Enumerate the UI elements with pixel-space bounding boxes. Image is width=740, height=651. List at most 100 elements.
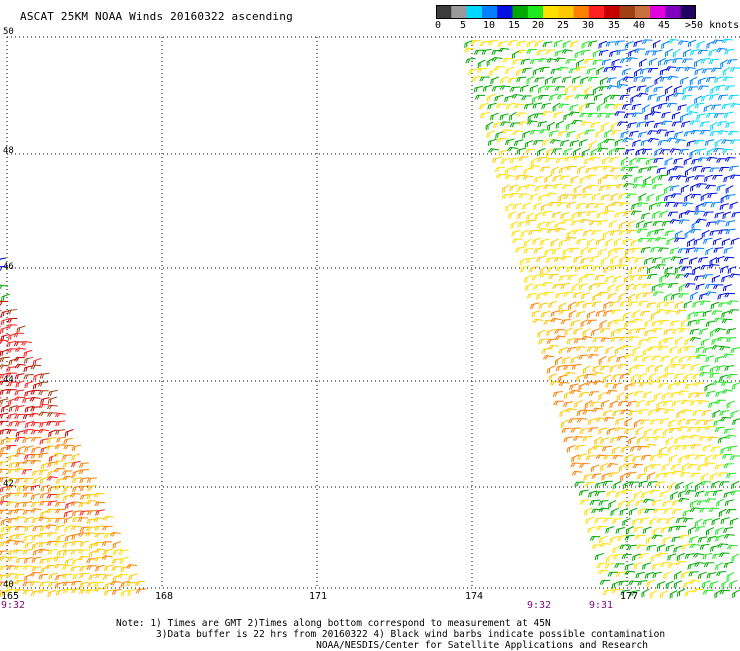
wind-barb: [672, 122, 682, 127]
wind-barb: [730, 238, 740, 245]
wind-barb: [637, 229, 647, 234]
wind-barb: [645, 194, 656, 202]
wind-barb: [658, 140, 668, 145]
wind-barb: [583, 230, 594, 236]
wind-barb: [674, 337, 685, 345]
wind-barb: [658, 447, 669, 454]
wind-barb: [614, 249, 624, 253]
wind-barb: [46, 437, 57, 443]
wind-barb: [640, 420, 650, 425]
wind-barb: [656, 408, 666, 413]
wind-barb: [694, 248, 704, 252]
wind-barb: [0, 533, 9, 540]
wind-barb: [709, 473, 720, 481]
wind-barb: [609, 193, 620, 201]
wind-barb: [647, 337, 657, 341]
wind-barb: [617, 293, 628, 301]
wind-barb: [726, 435, 737, 441]
wind-barb: [722, 39, 732, 44]
wind-barb: [540, 311, 551, 317]
wind-barb: [593, 408, 603, 413]
wind-barb: [581, 149, 592, 157]
wind-barb: [530, 303, 541, 309]
wind-barb: [679, 294, 689, 298]
wind-barb: [718, 95, 728, 100]
wind-barb: [705, 426, 715, 431]
wind-barb: [564, 195, 574, 199]
wind-barb: [714, 148, 724, 153]
wind-barb: [640, 589, 651, 597]
wind-barb: [545, 221, 556, 227]
wind-barb: [678, 356, 689, 363]
wind-barb: [606, 491, 617, 497]
colorbar-segment: [574, 5, 590, 19]
wind-barb: [586, 68, 597, 74]
wind-barb: [544, 292, 555, 298]
wind-barb: [0, 357, 10, 362]
wind-barb: [645, 437, 655, 441]
wind-barb: [510, 158, 520, 163]
wind-barb: [559, 310, 569, 314]
wind-barb: [618, 265, 628, 270]
wind-barb: [631, 310, 642, 318]
wind-barb: [622, 554, 632, 558]
wind-barb: [714, 465, 724, 470]
wind-barb: [612, 519, 622, 524]
wind-barb: [541, 348, 552, 354]
wind-barb: [605, 563, 615, 568]
wind-barb: [597, 392, 608, 400]
wind-barb: [635, 572, 646, 578]
wind-barb: [590, 329, 601, 336]
wind-barb: [80, 541, 91, 547]
wind-barb: [548, 374, 559, 381]
wind-barb: [673, 581, 684, 588]
wind-barb: [550, 239, 561, 246]
wind-barb: [705, 528, 716, 536]
wind-barb: [128, 574, 139, 580]
wind-barb: [7, 445, 17, 449]
wind-barb: [573, 329, 584, 335]
wind-barb: [584, 59, 594, 63]
wind-barb: [623, 418, 634, 426]
wind-barb: [636, 86, 646, 91]
wind-barb: [598, 221, 608, 226]
wind-barb: [711, 68, 721, 73]
wind-barb: [558, 303, 569, 311]
wind-barb: [532, 103, 543, 109]
wind-barb: [725, 221, 736, 227]
wind-barb: [607, 293, 618, 299]
wind-barb: [584, 374, 594, 379]
wind-barb: [609, 508, 620, 516]
wind-barb: [14, 574, 24, 579]
wind-barb: [103, 516, 113, 521]
wind-barb: [0, 469, 8, 474]
wind-barb: [621, 69, 632, 76]
wind-barb: [696, 219, 706, 224]
wind-barb: [510, 123, 520, 127]
wind-barb: [652, 258, 663, 264]
wind-barb: [683, 374, 694, 381]
wind-barb: [604, 347, 615, 354]
wind-barb: [563, 402, 573, 407]
wind-barb: [571, 463, 581, 467]
time-label-left: 9:32: [1, 600, 25, 611]
wind-barb: [619, 508, 630, 515]
wind-barb: [118, 574, 128, 579]
wind-barb: [71, 526, 81, 531]
wind-barb: [697, 501, 707, 505]
wind-barb: [15, 422, 25, 427]
wind-barb: [519, 194, 529, 198]
wind-barb: [727, 545, 737, 550]
wind-barb: [30, 572, 40, 577]
wind-barb: [645, 365, 656, 373]
wind-barb: [24, 478, 34, 483]
wind-barb: [617, 501, 628, 508]
wind-barb: [546, 122, 557, 130]
wind-barb: [638, 59, 649, 67]
wind-barb: [715, 391, 725, 396]
wind-barb: [729, 410, 740, 417]
wind-barb: [136, 589, 146, 593]
wind-barb: [624, 564, 635, 570]
wind-barb: [595, 275, 605, 280]
